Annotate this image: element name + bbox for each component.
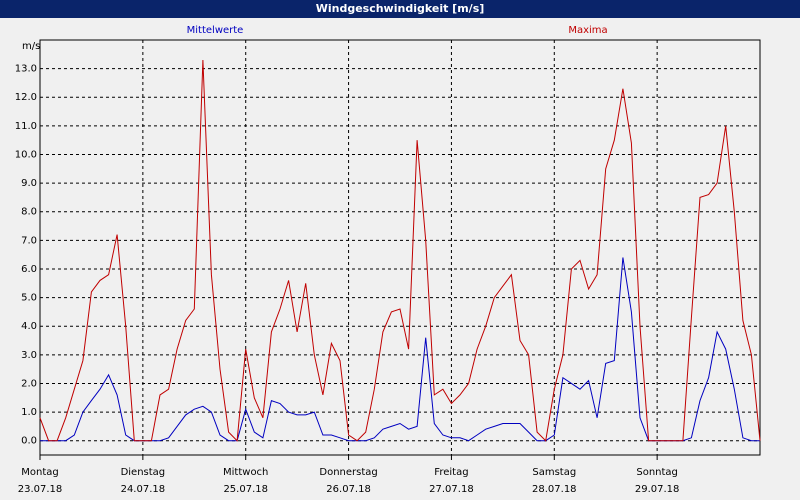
x-tick-label: Freitag xyxy=(434,467,468,478)
x-tick-date: 25.07.18 xyxy=(223,484,268,495)
y-tick-label: 9.0 xyxy=(21,178,37,189)
y-tick-label: 2.0 xyxy=(21,378,37,389)
y-tick-label: 0.0 xyxy=(21,436,37,447)
y-tick-label: 6.0 xyxy=(21,264,37,275)
x-tick-date: 23.07.18 xyxy=(18,484,63,495)
data-line xyxy=(39,59,761,442)
x-tick-date: 26.07.18 xyxy=(326,484,371,495)
y-tick-label: 12.0 xyxy=(15,92,37,103)
title-bar: Windgeschwindigkeit [m/s] xyxy=(0,0,800,18)
chart: m/s 0.0 1.0 2.0 3.0 4.0 5.0 6.0 7.0 8.0 9.0 10.0 11.… xyxy=(15,25,761,495)
x-tick-date: 28.07.18 xyxy=(532,484,577,495)
legend-entry: Mittelwerte xyxy=(187,25,244,36)
x-tick-date: 27.07.18 xyxy=(429,484,474,495)
y-tick-label: 1.0 xyxy=(21,407,37,418)
y-tick-label: 10.0 xyxy=(15,149,37,160)
x-tick-label: Dienstag xyxy=(121,467,166,478)
x-tick-label: Samstag xyxy=(532,467,576,478)
x-tick-label: Montag xyxy=(21,467,58,478)
y-tick-label: 11.0 xyxy=(15,121,37,132)
x-tick-label: Donnerstag xyxy=(319,467,377,478)
y-tick-label: 3.0 xyxy=(21,350,37,361)
y-axis-label: m/s xyxy=(22,41,40,52)
x-tick-date: 29.07.18 xyxy=(635,484,680,495)
y-tick-label: 7.0 xyxy=(21,235,37,246)
data-line xyxy=(40,257,760,442)
y-tick-label: 5.0 xyxy=(21,293,37,304)
legend-entry: Maxima xyxy=(568,25,607,36)
x-tick-label: Mittwoch xyxy=(223,467,268,478)
y-tick-label: 4.0 xyxy=(21,321,37,332)
x-tick-date: 24.07.18 xyxy=(121,484,166,495)
plot-area xyxy=(39,39,761,456)
y-tick-label: 8.0 xyxy=(21,207,37,218)
y-tick-label: 13.0 xyxy=(15,64,37,75)
x-tick-label: Sonntag xyxy=(636,467,678,478)
